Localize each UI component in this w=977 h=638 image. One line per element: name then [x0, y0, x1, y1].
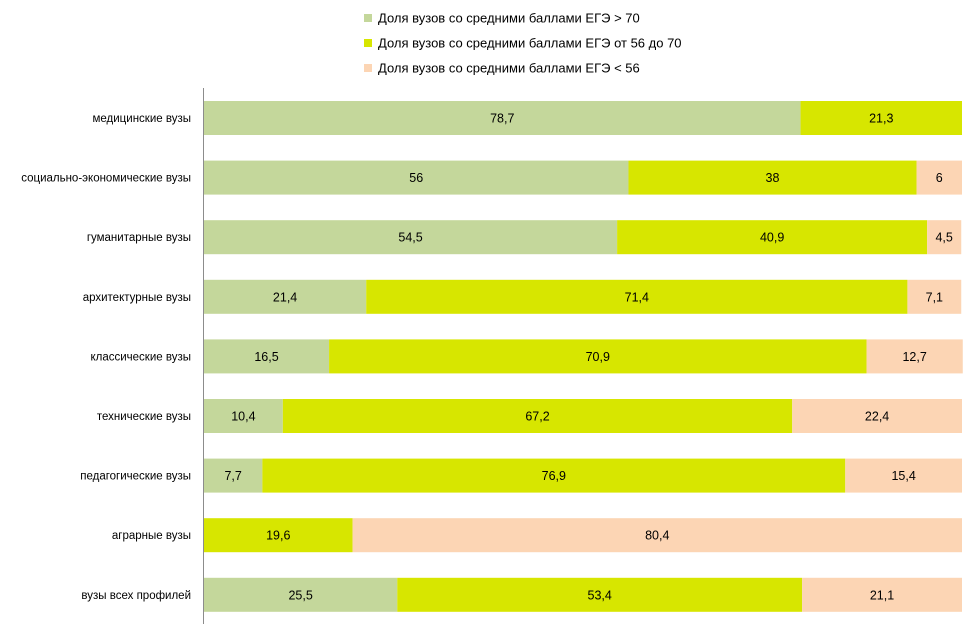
category-label: социально-экономические вузы	[21, 173, 191, 185]
bar-segment	[907, 279, 962, 314]
bar-segment	[617, 220, 928, 255]
data-label: 19,6	[266, 529, 290, 543]
category-label: аграрные вузы	[112, 530, 191, 542]
data-label: 7,7	[224, 469, 241, 483]
category-label: педагогические вузы	[80, 471, 191, 483]
legend-swatch-2	[364, 39, 372, 47]
bar-segment	[916, 160, 962, 195]
data-label: 56	[409, 171, 423, 185]
data-label: 70,9	[586, 350, 610, 364]
data-label: 54,5	[398, 231, 422, 245]
bar-segment	[204, 577, 398, 612]
bar-segment	[329, 339, 867, 374]
category-label: гуманитарные вузы	[87, 232, 191, 244]
data-label: 25,5	[288, 588, 312, 602]
category-label: вузы всех профилей	[81, 590, 191, 602]
legend-label-3: Доля вузов со средними баллами ЕГЭ < 56	[378, 61, 640, 76]
bar-segment	[204, 101, 801, 135]
bar-segment	[204, 160, 629, 195]
data-label: 12,7	[902, 350, 926, 364]
data-label: 40,9	[760, 231, 784, 245]
data-label: 22,4	[865, 410, 889, 424]
data-label: 21,4	[273, 290, 297, 304]
bar-segment	[204, 518, 353, 553]
category-labels: медицинские вузы социально-экономические …	[21, 113, 191, 602]
legend-label-2: Доля вузов со средними баллами ЕГЭ от 56…	[378, 36, 682, 51]
data-label: 21,3	[869, 112, 893, 126]
legend: Доля вузов со средними баллами ЕГЭ > 70 Д…	[364, 11, 682, 76]
category-label: архитектурные вузы	[83, 292, 191, 304]
data-label: 16,5	[254, 350, 278, 364]
category-label: классические вузы	[90, 351, 191, 363]
bar-segment	[927, 220, 962, 255]
legend-label-1: Доля вузов со средними баллами ЕГЭ > 70	[378, 11, 640, 26]
data-label: 7,1	[926, 290, 943, 304]
bar-segment	[204, 339, 330, 374]
bar-segment	[262, 458, 846, 493]
data-label: 71,4	[625, 290, 649, 304]
data-label: 38	[766, 171, 780, 185]
data-label: 53,4	[588, 588, 612, 602]
bar-segment	[628, 160, 917, 195]
bar-segment	[800, 101, 962, 135]
bar-segment	[845, 458, 962, 493]
bar-segment	[204, 279, 367, 314]
bars: 78,7 21,3 56 38 6 54,5 40,9 4,5 21,4 71,4 7,1 16,5 7…	[204, 101, 963, 612]
bar-segment	[397, 577, 803, 612]
data-label: 80,4	[645, 529, 669, 543]
data-label: 6	[936, 171, 943, 185]
bar-segment	[792, 399, 962, 433]
bar-segment	[204, 220, 618, 255]
bar-segment	[866, 339, 963, 374]
category-label: медицинские вузы	[93, 113, 192, 125]
bar-segment	[204, 458, 263, 493]
data-label: 78,7	[490, 112, 514, 126]
legend-swatch-1	[364, 14, 372, 22]
bar-segment	[352, 518, 962, 553]
data-label: 15,4	[891, 469, 915, 483]
data-label: 67,2	[525, 410, 549, 424]
category-label: технические вузы	[97, 411, 191, 423]
bar-segment	[204, 399, 283, 433]
bar-segment	[802, 577, 962, 612]
data-label: 21,1	[870, 588, 894, 602]
bar-segment	[282, 399, 793, 433]
data-label: 76,9	[542, 469, 566, 483]
bar-segment	[366, 279, 908, 314]
legend-swatch-3	[364, 64, 372, 72]
data-label: 10,4	[231, 410, 255, 424]
data-label: 4,5	[935, 231, 952, 245]
